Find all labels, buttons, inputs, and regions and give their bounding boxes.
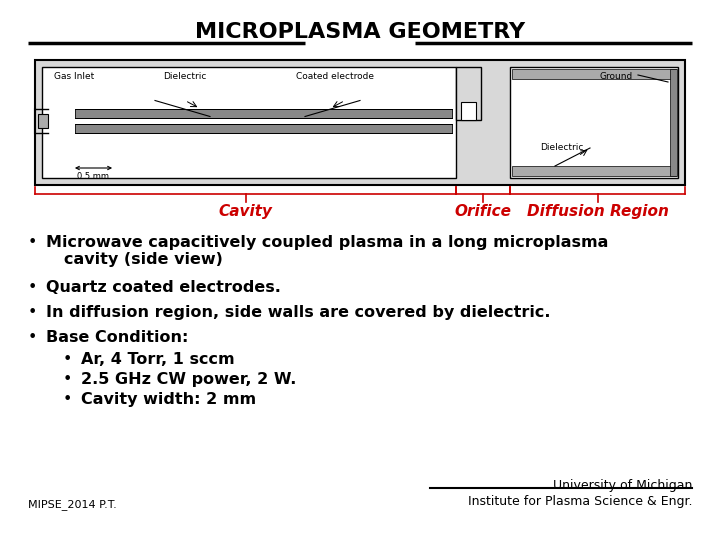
Text: Coated electrode: Coated electrode — [296, 72, 374, 81]
Text: •: • — [63, 392, 73, 407]
Bar — [461, 102, 476, 120]
Text: In diffusion region, side walls are covered by dielectric.: In diffusion region, side walls are cove… — [46, 305, 551, 320]
Text: cavity (side view): cavity (side view) — [64, 252, 223, 267]
Text: •: • — [28, 330, 37, 345]
Text: Dielectric: Dielectric — [163, 72, 207, 81]
Text: •: • — [63, 352, 73, 367]
Text: MIPSE_2014 P.T.: MIPSE_2014 P.T. — [28, 499, 117, 510]
Bar — [75, 124, 452, 132]
Text: Ar, 4 Torr, 1 sccm: Ar, 4 Torr, 1 sccm — [81, 352, 235, 367]
Bar — [42, 67, 456, 178]
Text: Cavity width: 2 mm: Cavity width: 2 mm — [81, 392, 256, 407]
Text: Orifice: Orifice — [454, 204, 511, 219]
Bar — [510, 67, 678, 178]
Bar — [512, 69, 676, 79]
Bar — [456, 67, 481, 120]
Text: University of Michigan: University of Michigan — [553, 479, 692, 492]
Text: Base Condition:: Base Condition: — [46, 330, 189, 345]
Text: •: • — [28, 305, 37, 320]
Bar — [456, 67, 481, 120]
Text: 2.5 GHz CW power, 2 W.: 2.5 GHz CW power, 2 W. — [81, 372, 297, 387]
Text: Ground: Ground — [600, 72, 634, 81]
Text: MICROPLASMA GEOMETRY: MICROPLASMA GEOMETRY — [195, 22, 525, 42]
Text: Microwave capacitively coupled plasma in a long microplasma: Microwave capacitively coupled plasma in… — [46, 235, 608, 250]
Text: Diffusion Region: Diffusion Region — [526, 204, 668, 219]
Text: 0.5 mm: 0.5 mm — [77, 172, 109, 181]
Text: •: • — [28, 235, 37, 250]
Bar — [512, 166, 676, 176]
Text: Institute for Plasma Science & Engr.: Institute for Plasma Science & Engr. — [467, 495, 692, 508]
Text: •: • — [63, 372, 73, 387]
Bar — [75, 109, 452, 118]
Text: •: • — [28, 280, 37, 295]
Bar — [38, 113, 48, 127]
Bar — [35, 60, 685, 185]
Text: Quartz coated electrodes.: Quartz coated electrodes. — [46, 280, 281, 295]
Bar — [670, 69, 677, 176]
Text: Cavity: Cavity — [218, 204, 272, 219]
Text: Dielectric: Dielectric — [540, 143, 583, 152]
Text: Gas Inlet: Gas Inlet — [54, 72, 94, 81]
